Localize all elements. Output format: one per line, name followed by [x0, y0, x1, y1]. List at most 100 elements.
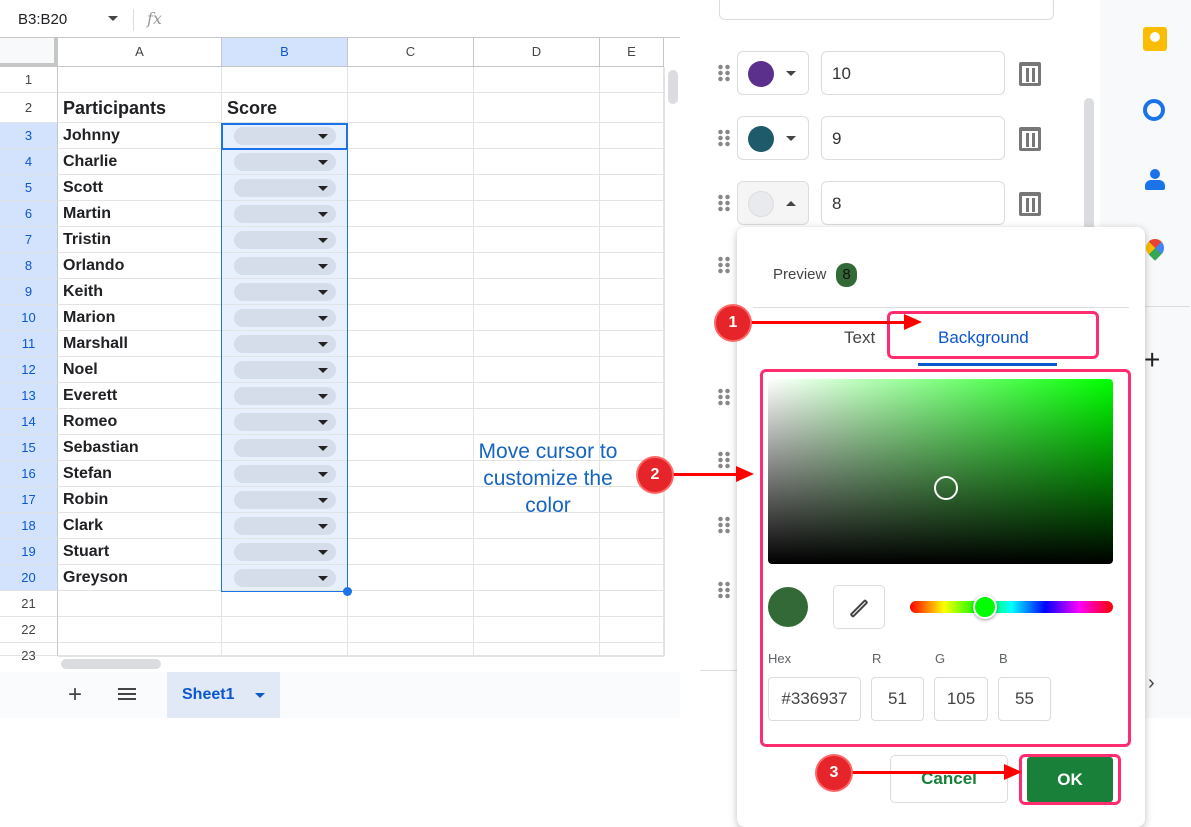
cell[interactable] [600, 279, 664, 305]
cell[interactable] [474, 409, 600, 435]
cell[interactable] [58, 617, 222, 643]
drag-handle-icon[interactable] [717, 581, 731, 599]
score-dropdown-chip[interactable] [234, 153, 336, 171]
score-dropdown-chip[interactable] [234, 517, 336, 535]
hex-input[interactable]: #336937 [768, 677, 861, 721]
ok-button[interactable]: OK [1027, 757, 1113, 802]
name-box[interactable]: B3:B20 [18, 11, 68, 28]
row-header[interactable]: 19 [0, 539, 58, 565]
b-input[interactable]: 55 [998, 677, 1051, 721]
cell[interactable] [600, 565, 664, 591]
cell[interactable] [474, 591, 600, 617]
cell[interactable] [600, 643, 664, 656]
rule-value-input[interactable]: 8 [821, 181, 1005, 225]
cell[interactable] [600, 67, 664, 93]
cell[interactable] [474, 357, 600, 383]
cell[interactable] [600, 305, 664, 331]
row-header[interactable]: 20 [0, 565, 58, 591]
cell[interactable] [474, 487, 600, 513]
cell[interactable] [348, 175, 474, 201]
hue-thumb[interactable] [973, 595, 997, 619]
cell[interactable] [600, 123, 664, 149]
maps-icon[interactable] [1142, 235, 1168, 261]
rule-color-button[interactable] [737, 116, 809, 160]
drag-handle-icon[interactable] [717, 256, 731, 274]
row-header[interactable]: 14 [0, 409, 58, 435]
row-header[interactable]: 5 [0, 175, 58, 201]
panel-scrollbar[interactable] [1084, 98, 1094, 238]
cell[interactable] [600, 487, 664, 513]
cell[interactable] [600, 617, 664, 643]
score-dropdown-chip[interactable] [234, 309, 336, 327]
cell[interactable] [474, 435, 600, 461]
drag-handle-icon[interactable] [717, 129, 731, 147]
tasks-icon[interactable] [1143, 99, 1165, 121]
rule-color-button[interactable] [737, 51, 809, 95]
column-header-E[interactable]: E [600, 38, 664, 67]
cell[interactable] [348, 643, 474, 656]
cell[interactable] [348, 331, 474, 357]
score-dropdown-chip[interactable] [234, 569, 336, 587]
row-header[interactable]: 7 [0, 227, 58, 253]
cell[interactable] [600, 201, 664, 227]
chevron-down-icon[interactable] [108, 16, 118, 26]
cell[interactable] [222, 591, 348, 617]
cell[interactable] [474, 383, 600, 409]
drag-handle-icon[interactable] [717, 388, 731, 406]
score-dropdown-chip[interactable] [234, 231, 336, 249]
row-header[interactable]: 9 [0, 279, 58, 305]
rule-color-button[interactable] [737, 181, 809, 225]
cell[interactable] [474, 149, 600, 175]
row-header[interactable]: 1 [0, 67, 58, 93]
cell[interactable] [58, 591, 222, 617]
trash-icon[interactable] [1019, 192, 1041, 216]
cell[interactable] [474, 279, 600, 305]
cell[interactable] [348, 253, 474, 279]
tab-background[interactable]: Background [938, 328, 1029, 347]
eyedropper-button[interactable] [833, 585, 885, 629]
vertical-scrollbar[interactable] [664, 67, 680, 656]
select-all-corner[interactable] [0, 38, 58, 67]
row-header[interactable]: 18 [0, 513, 58, 539]
row-header[interactable]: 2 [0, 93, 58, 123]
row-header[interactable]: 8 [0, 253, 58, 279]
contacts-icon[interactable] [1145, 169, 1165, 191]
cell[interactable] [474, 643, 600, 656]
cell[interactable] [58, 643, 222, 656]
score-dropdown-chip[interactable] [234, 257, 336, 275]
column-header-A[interactable]: A [58, 38, 222, 67]
trash-icon[interactable] [1019, 62, 1041, 86]
cell[interactable] [474, 565, 600, 591]
row-header[interactable]: 3 [0, 123, 58, 149]
score-dropdown-chip[interactable] [234, 127, 336, 145]
row-header[interactable]: 13 [0, 383, 58, 409]
score-dropdown-chip[interactable] [234, 179, 336, 197]
cell[interactable] [222, 643, 348, 656]
tab-sheet1[interactable]: Sheet1 [167, 672, 280, 718]
drag-handle-icon[interactable] [717, 516, 731, 534]
score-dropdown-chip[interactable] [234, 205, 336, 223]
score-dropdown-chip[interactable] [234, 439, 336, 457]
cell[interactable] [474, 513, 600, 539]
cell[interactable] [600, 175, 664, 201]
row-header[interactable]: 4 [0, 149, 58, 175]
score-dropdown-chip[interactable] [234, 387, 336, 405]
cell[interactable] [600, 409, 664, 435]
row-header[interactable]: 11 [0, 331, 58, 357]
rule-value-input[interactable]: 10 [821, 51, 1005, 95]
score-dropdown-chip[interactable] [234, 491, 336, 509]
cancel-button[interactable]: Cancel [890, 755, 1008, 803]
cell[interactable] [474, 305, 600, 331]
row-header[interactable]: 23 [0, 643, 58, 663]
cell[interactable] [600, 435, 664, 461]
cell[interactable] [474, 93, 600, 123]
cell[interactable] [222, 67, 348, 93]
chevron-down-icon[interactable] [255, 693, 265, 703]
cell[interactable] [222, 617, 348, 643]
cell[interactable] [474, 331, 600, 357]
score-dropdown-chip[interactable] [234, 465, 336, 483]
r-input[interactable]: 51 [871, 677, 924, 721]
cell[interactable] [348, 201, 474, 227]
cell[interactable] [600, 591, 664, 617]
color-cursor[interactable] [934, 476, 958, 500]
